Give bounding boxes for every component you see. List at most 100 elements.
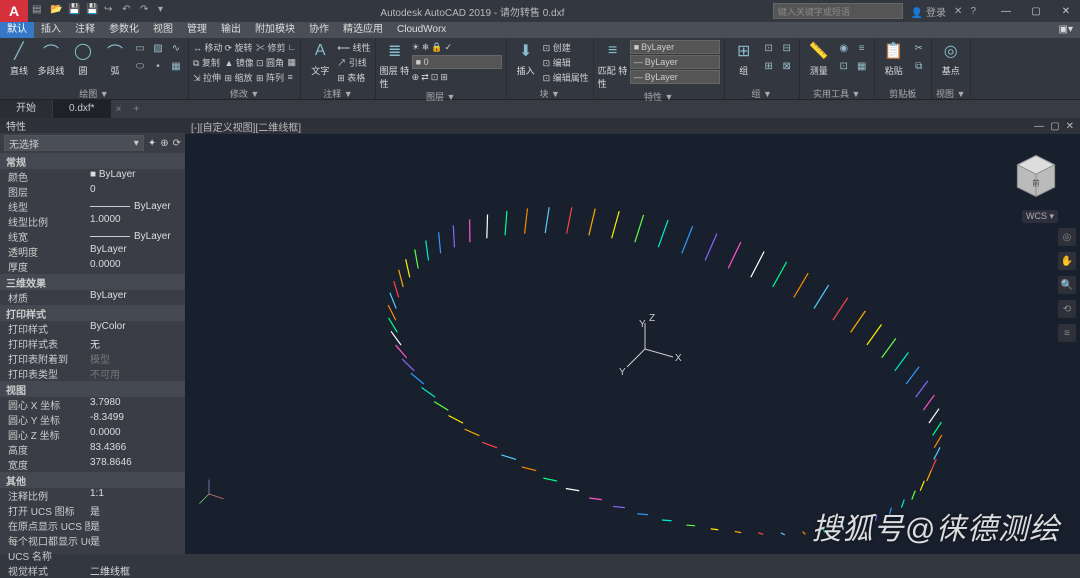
group-button[interactable]: ⊞组 (729, 40, 759, 77)
array-button[interactable]: ⊞ 阵列 (256, 70, 286, 84)
layer-i1[interactable]: ☀ (412, 42, 420, 53)
props-value[interactable]: 无 (90, 336, 185, 351)
login-button[interactable]: 👤 登录 (911, 4, 946, 19)
props-value[interactable]: 3.7980 (90, 397, 185, 412)
viewcube[interactable]: 前 (1008, 148, 1064, 204)
grp-i2[interactable]: ⊟ (779, 40, 795, 56)
tab-output[interactable]: 输出 (214, 22, 248, 38)
tab-file[interactable]: 0.dxf* (53, 100, 111, 118)
tab-parametric[interactable]: 参数化 (102, 22, 146, 38)
props-row[interactable]: 视觉样式二维线框 (0, 563, 185, 578)
props-value[interactable]: 83.4366 (90, 442, 185, 457)
nav-show-icon[interactable]: ≡ (1058, 324, 1076, 342)
props-value[interactable]: 模型 (90, 351, 185, 366)
copy-icon[interactable]: ⧉ (911, 58, 927, 74)
line-button[interactable]: ╱直线 (4, 40, 34, 77)
paste-button[interactable]: 📋粘贴 (879, 40, 909, 77)
props-value[interactable] (90, 548, 185, 563)
tab-addins[interactable]: 附加模块 (248, 22, 302, 38)
rotate-button[interactable]: ⟳ 旋转 (225, 40, 254, 54)
layer-combo[interactable]: ■ 0 (412, 55, 502, 69)
linear-dim-button[interactable]: ⟵ 线性 (337, 40, 370, 54)
tab-view[interactable]: 视图 (146, 22, 180, 38)
nav-pan-icon[interactable]: ✋ (1058, 252, 1076, 270)
quickselect-icon[interactable]: ✦ (148, 138, 156, 149)
exchange-icon[interactable]: ✕ (954, 6, 962, 17)
qat-redo-icon[interactable]: ↷ (140, 4, 154, 18)
props-section-plotstyle[interactable]: 打印样式 (0, 305, 185, 321)
grp-i3[interactable]: ⊞ (761, 58, 777, 74)
props-value[interactable]: 二维线框 (90, 563, 185, 578)
props-section-effect3d[interactable]: 三维效果 (0, 274, 185, 290)
grp-i1[interactable]: ⊡ (761, 40, 777, 56)
polyline-button[interactable]: ⌒多段线 (36, 40, 66, 77)
color-combo[interactable]: ■ ByLayer (630, 40, 720, 54)
util-i3[interactable]: ⊡ (836, 58, 852, 74)
props-row[interactable]: 注释比例1:1 (0, 488, 185, 503)
vp-max-icon[interactable]: ▢ (1050, 121, 1059, 132)
table-button[interactable]: ⊞ 表格 (337, 70, 370, 84)
app-logo[interactable]: A (0, 0, 28, 22)
props-row[interactable]: 打开 UCS 图标是 (0, 503, 185, 518)
layer-i3[interactable]: 🔒 (431, 42, 442, 53)
vp-close-icon[interactable]: ✕ (1066, 121, 1074, 132)
props-section-other[interactable]: 其他 (0, 472, 185, 488)
qat-saveas-icon[interactable]: 💾 (86, 4, 100, 18)
props-value[interactable]: 0.0000 (90, 259, 185, 274)
props-row[interactable]: 打印表类型不可用 (0, 366, 185, 381)
props-row[interactable]: 图层0 (0, 184, 185, 199)
tab-cloudworx[interactable]: CloudWorx (390, 22, 453, 38)
props-value[interactable]: 是 (90, 533, 185, 548)
nav-wheel-icon[interactable]: ◎ (1058, 228, 1076, 246)
text-button[interactable]: A文字 (305, 40, 335, 77)
props-value[interactable]: ByLayer (90, 290, 185, 305)
qat-new-icon[interactable]: ▤ (32, 4, 46, 18)
tab-manage[interactable]: 管理 (180, 22, 214, 38)
region-icon[interactable]: ▦ (168, 58, 184, 74)
drawing-canvas[interactable]: [-][自定义视图][二维线框] — ▢ ✕ XYZY 前 WCS ▾ ◎ ✋ … (185, 118, 1080, 554)
props-row[interactable]: 颜色■ ByLayer (0, 169, 185, 184)
props-value[interactable]: ByLayer (90, 244, 185, 259)
props-header[interactable]: 特性 (0, 118, 185, 133)
ellipse-icon[interactable]: ⬭ (132, 58, 148, 74)
qat-print-icon[interactable]: ↪ (104, 4, 118, 18)
props-row[interactable]: 打印样式表无 (0, 336, 185, 351)
help-icon[interactable]: ? (970, 6, 976, 17)
vp-min-icon[interactable]: — (1034, 121, 1044, 132)
new-tab-button[interactable]: + (125, 104, 147, 115)
help-search-input[interactable]: 键入关键字或短语 (773, 3, 903, 19)
layer-i8[interactable]: ⊞ (440, 72, 448, 83)
match-props-button[interactable]: ≡匹配 特性 (598, 40, 628, 90)
edit-attr-button[interactable]: ⊡ 编辑属性 (543, 70, 589, 84)
props-row[interactable]: 在原点显示 UCS 图标是 (0, 518, 185, 533)
stretch-button[interactable]: ⇲ 拉伸 (193, 70, 223, 84)
nav-orbit-icon[interactable]: ⟲ (1058, 300, 1076, 318)
arc-button[interactable]: ⌒弧 (100, 40, 130, 77)
util-i2[interactable]: ≡ (854, 40, 870, 56)
fillet-button[interactable]: ⊡ 圆角 (256, 55, 286, 69)
circle-button[interactable]: ◯圆 (68, 40, 98, 77)
props-row[interactable]: 圆心 Z 坐标0.0000 (0, 427, 185, 442)
mod-b[interactable]: ▦ (287, 55, 296, 69)
props-value[interactable]: ByLayer (90, 199, 185, 214)
props-value[interactable]: 378.8646 (90, 457, 185, 472)
props-value[interactable]: 不可用 (90, 366, 185, 381)
create-block-button[interactable]: ⊡ 创建 (543, 40, 589, 54)
qat-save-icon[interactable]: 💾 (68, 4, 82, 18)
tab-insert[interactable]: 插入 (34, 22, 68, 38)
trim-button[interactable]: ✂ 修剪 (256, 40, 286, 54)
props-row[interactable]: 线型比例1.0000 (0, 214, 185, 229)
maximize-button[interactable]: ▢ (1022, 2, 1050, 20)
wcs-label[interactable]: WCS ▾ (1022, 210, 1058, 223)
props-value[interactable]: 是 (90, 503, 185, 518)
props-row[interactable]: 打印样式ByColor (0, 321, 185, 336)
tab-close-icon[interactable]: × (112, 104, 126, 115)
tab-annotate[interactable]: 注释 (68, 22, 102, 38)
tab-default[interactable]: 默认 (0, 22, 34, 38)
props-section-general[interactable]: 常规 (0, 153, 185, 169)
props-value[interactable]: ByLayer (90, 229, 185, 244)
mod-a[interactable]: ∟ (287, 40, 296, 54)
grp-i4[interactable]: ⊠ (779, 58, 795, 74)
props-value[interactable]: ByColor (90, 321, 185, 336)
selectobj-icon[interactable]: ⊕ (160, 138, 168, 149)
